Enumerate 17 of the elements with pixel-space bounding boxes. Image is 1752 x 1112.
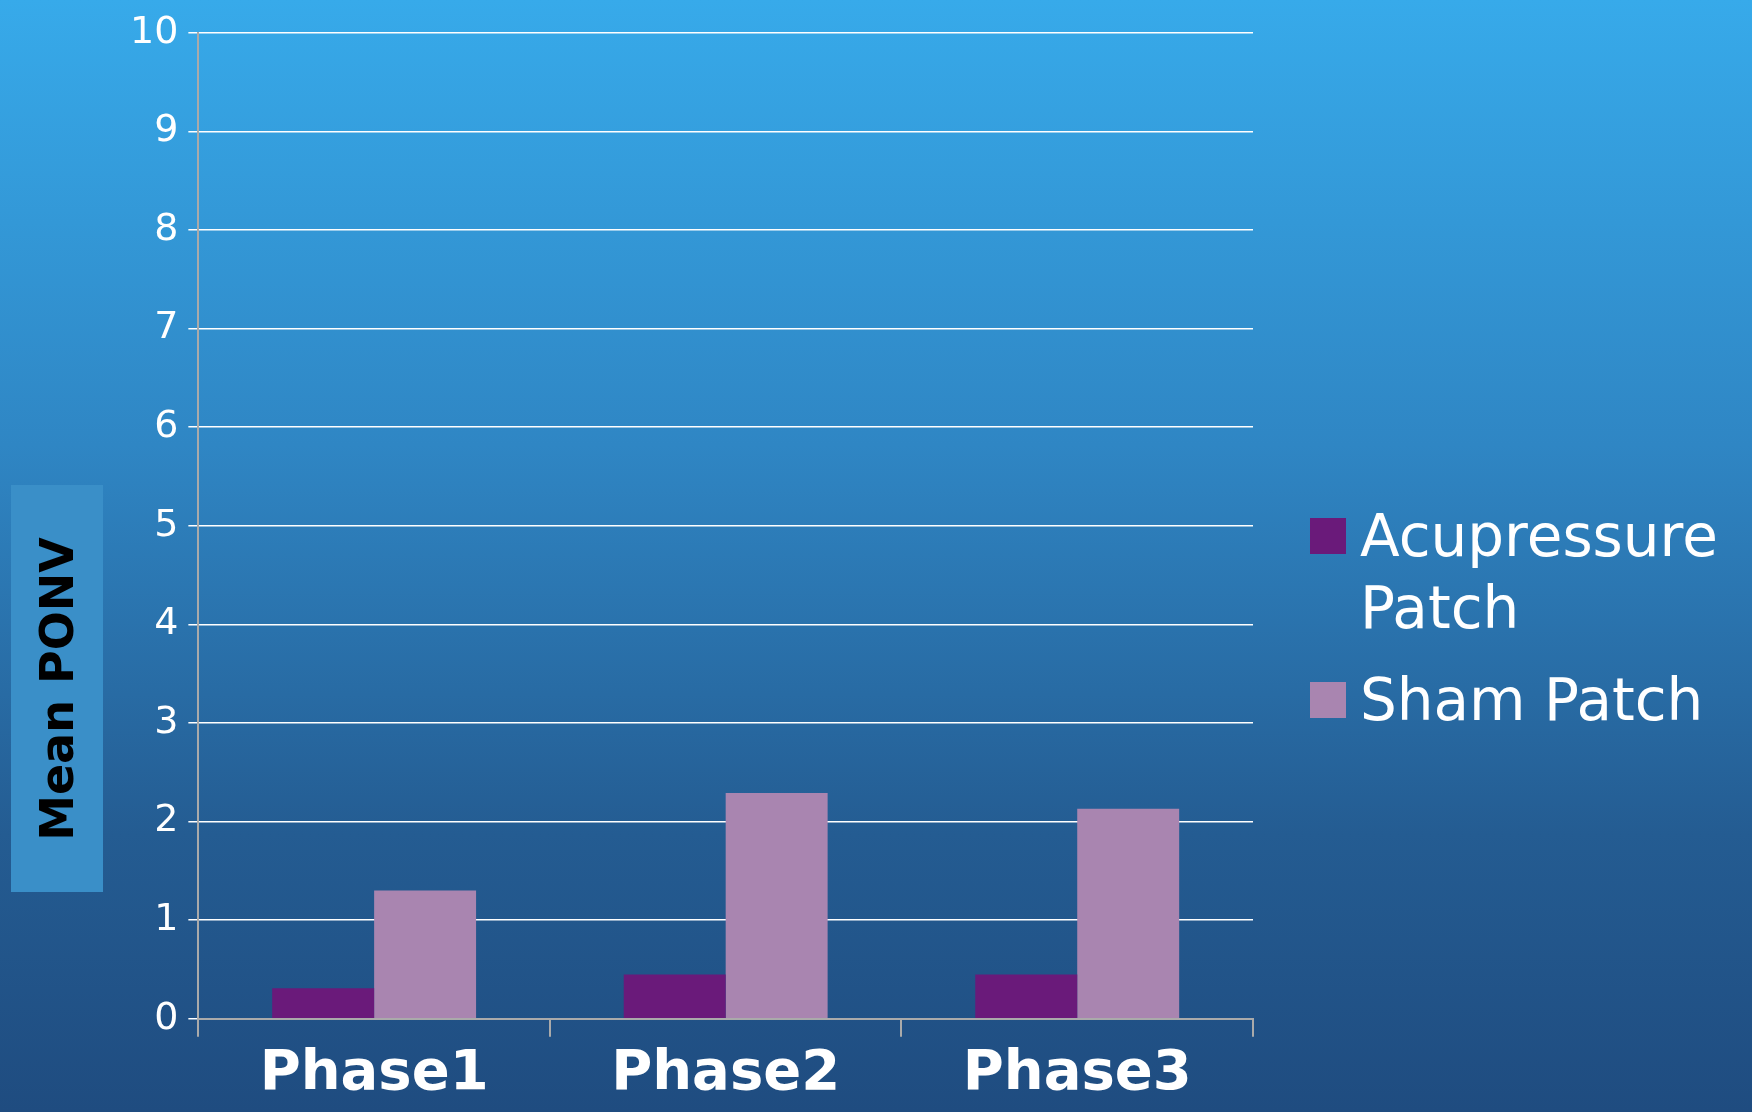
x-tick-label: Phase3 (962, 1036, 1192, 1102)
y-tick-label: 9 (154, 106, 179, 151)
y-tick-label: 2 (154, 796, 179, 841)
y-tick-label: 10 (129, 7, 179, 52)
y-tick-label: 5 (154, 500, 179, 545)
x-tick-label: Phase2 (611, 1036, 841, 1102)
y-tick-label: 4 (154, 599, 179, 644)
y-tick-label: 6 (154, 402, 179, 447)
legend-label: Sham Patch (1360, 665, 1704, 736)
y-tick-label: 1 (154, 895, 179, 940)
y-tick-label: 8 (154, 204, 179, 249)
legend-label: Acupressure Patch (1360, 501, 1719, 644)
y-tick-label: 0 (154, 993, 179, 1038)
y-tick-label: 3 (154, 697, 179, 742)
y-tick-label: 7 (154, 303, 179, 348)
y-axis-title: Mean PONV (30, 536, 85, 841)
x-tick-label: Phase1 (259, 1036, 489, 1102)
